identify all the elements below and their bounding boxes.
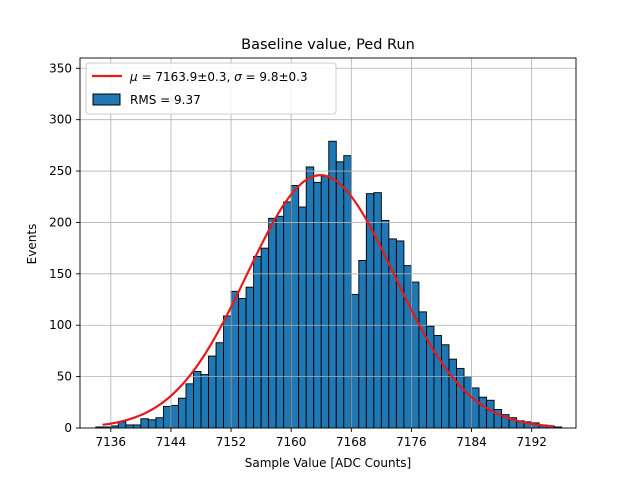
histogram-bar xyxy=(290,184,300,429)
histogram-bar xyxy=(335,161,345,429)
y-tick-label: 50 xyxy=(57,370,72,384)
x-axis-label: Sample Value [ADC Counts] xyxy=(245,456,411,470)
histogram-bar xyxy=(275,215,285,429)
histogram-bar xyxy=(350,293,360,429)
histogram-bar xyxy=(328,140,337,429)
x-tick-label: 7152 xyxy=(216,435,247,449)
histogram-bar xyxy=(200,374,209,429)
gaussian-fit-curve xyxy=(102,174,554,428)
histogram-bar xyxy=(140,418,149,429)
histogram-bar xyxy=(230,290,240,429)
y-tick-label: 0 xyxy=(64,421,72,435)
histogram-bar xyxy=(223,315,232,429)
legend-histogram-label: RMS = 9.37 xyxy=(130,93,201,107)
histogram-bar xyxy=(177,397,187,429)
histogram-bar xyxy=(395,240,405,429)
legend: μ = 7163.9±0.3, σ = 9.8±0.3 RMS = 9.37 xyxy=(85,62,337,115)
histogram-bar xyxy=(471,387,480,429)
y-tick-label: 150 xyxy=(49,267,72,281)
histogram-bar xyxy=(185,383,194,429)
histogram-bar xyxy=(283,201,292,429)
y-tick-label: 200 xyxy=(49,215,72,229)
x-tick-label: 7160 xyxy=(276,435,307,449)
histogram-bar xyxy=(208,355,217,429)
histogram-bar xyxy=(433,335,442,429)
histogram-bar xyxy=(320,175,330,429)
histogram-bar xyxy=(373,192,382,429)
plot-area: 7136 7144 7152 7160 7168 7176 7184 7192 0 50 100 15… xyxy=(49,57,577,449)
legend-fit-label: μ = 7163.9±0.3, σ = 9.8±0.3 xyxy=(129,70,308,84)
histogram-bar xyxy=(448,358,457,429)
histogram-bar xyxy=(410,281,420,429)
legend-histogram-swatch xyxy=(92,93,121,106)
chart-title: Baseline value, Ped Run xyxy=(241,37,415,53)
histogram-bar xyxy=(253,255,262,429)
histogram-bar xyxy=(313,181,322,429)
y-tick-label: 350 xyxy=(49,61,72,75)
x-tick-label: 7144 xyxy=(156,435,187,449)
histogram-bar xyxy=(238,298,247,429)
histogram-bar xyxy=(358,260,367,429)
histogram-bar xyxy=(162,405,172,429)
legend-frame xyxy=(85,62,337,115)
y-axis-label: Events xyxy=(25,224,39,265)
histogram-bar xyxy=(486,399,495,429)
histogram-bar xyxy=(365,193,375,429)
x-tick-label: 7168 xyxy=(336,435,367,449)
histogram-bar xyxy=(441,344,450,429)
axes-frame xyxy=(79,57,577,429)
histogram-bar xyxy=(170,404,179,429)
histogram-bar xyxy=(478,396,488,429)
histogram-bar xyxy=(245,286,255,429)
histogram-bar xyxy=(155,417,164,429)
histogram-bar xyxy=(125,424,134,429)
y-tick-label: 100 xyxy=(49,318,72,332)
x-tick-label: 7192 xyxy=(516,435,547,449)
y-tick-label: 300 xyxy=(49,113,72,127)
histogram-bar xyxy=(463,376,472,429)
histogram-bar xyxy=(298,206,307,429)
y-tick-label: 250 xyxy=(49,164,72,178)
histogram-bar xyxy=(403,265,412,429)
histogram-bar xyxy=(260,247,270,429)
x-tick-label: 7176 xyxy=(396,435,427,449)
histogram-bar xyxy=(268,217,277,429)
histogram-bar xyxy=(215,342,224,429)
histogram-bar xyxy=(147,419,157,429)
x-tick-label: 7184 xyxy=(456,435,487,449)
histogram-bar xyxy=(305,166,315,429)
x-tick-label: 7136 xyxy=(96,435,127,449)
histogram-bar xyxy=(456,367,465,429)
histogram-bar xyxy=(132,424,142,429)
histogram-bar xyxy=(193,371,202,429)
